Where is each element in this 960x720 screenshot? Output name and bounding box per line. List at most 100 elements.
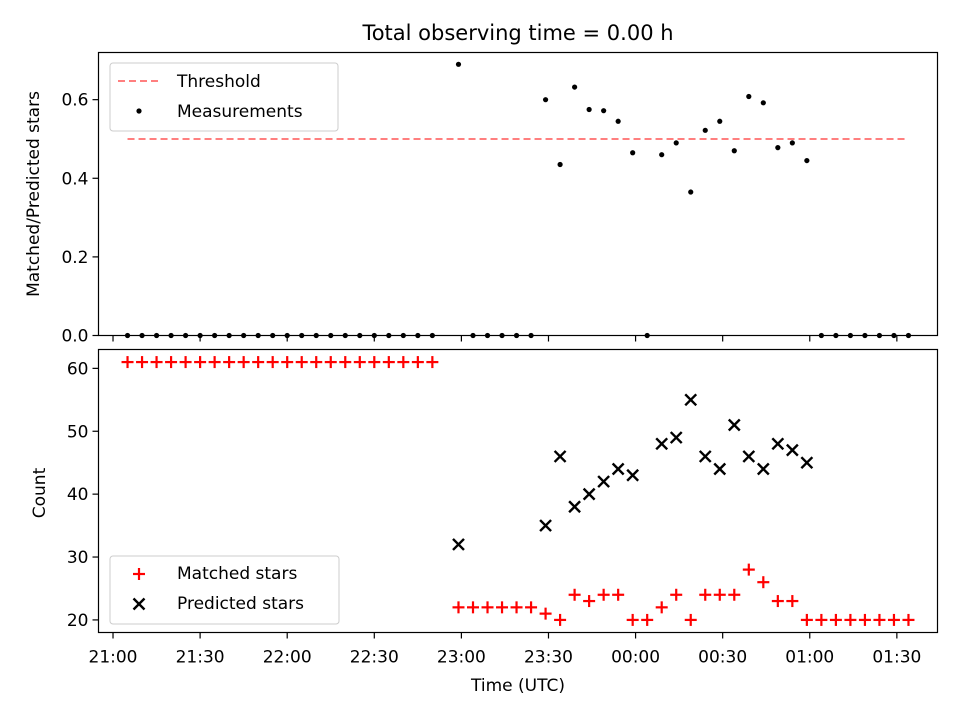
measurement-point (586, 106, 592, 113)
predicted-star-point (698, 450, 712, 463)
measurement-point (717, 118, 723, 124)
matched-star-point (324, 356, 337, 369)
measurement-point (630, 150, 636, 156)
legend-matched-marker (133, 568, 145, 580)
matched-star-point (510, 601, 523, 614)
measurement-point (659, 152, 665, 158)
predicted-star-point (626, 468, 640, 482)
matched-star-point (815, 613, 828, 626)
bottom-y-tick-label: 20 (67, 611, 89, 631)
legend-predicted-marker (132, 597, 146, 611)
matched-star-point (873, 613, 886, 626)
measurement-point (455, 61, 462, 67)
measurement-point (673, 140, 679, 146)
matched-star-point (757, 576, 770, 589)
matched-star-point (554, 613, 567, 626)
predicted-star-point (785, 443, 799, 457)
matched-star-point (728, 588, 741, 601)
matched-star-point (208, 356, 221, 369)
top-legend: Threshold Measurements (109, 62, 339, 132)
predicted-star-point (742, 450, 756, 463)
matched-star-point (452, 601, 465, 614)
bottom-x-tick-label: 01:00 (785, 648, 834, 668)
bottom-panel-marks (121, 356, 915, 626)
matched-star-point (771, 595, 784, 608)
bottom-legend: Matched stars Predicted stars (109, 555, 340, 625)
matched-star-point (525, 601, 538, 614)
bottom-x-tick-label: 23:30 (524, 648, 573, 668)
measurement-point (775, 145, 781, 151)
matched-star-point (539, 607, 552, 620)
predicted-star-point (800, 456, 814, 470)
matched-star-point (699, 588, 712, 601)
matched-star-point (670, 588, 683, 601)
matched-star-point (237, 356, 250, 369)
predicted-star-point (597, 475, 610, 488)
predicted-star-point (669, 431, 683, 444)
measurement-point (557, 161, 563, 168)
bottom-y-axis-label: Count (30, 467, 50, 518)
measurement-point (542, 97, 549, 103)
top-x-ticks (112, 335, 898, 342)
top-panel-frame (97, 51, 939, 337)
legend-predicted-swatch (132, 597, 146, 611)
measurement-point (760, 100, 766, 106)
matched-star-point (496, 601, 509, 614)
predicted-star-point (684, 393, 698, 407)
bottom-x-axis-label: Time (UTC) (470, 676, 565, 696)
measurement-point (789, 140, 795, 146)
matched-star-point (568, 588, 581, 601)
measurement-point (572, 84, 578, 90)
top-y-tick-label: 0.2 (61, 248, 88, 268)
matched-star-point (858, 613, 871, 626)
top-y-axis: 0.0 0.2 0.4 0.6 (61, 91, 99, 347)
top-y-tick-label: 0.4 (61, 169, 88, 189)
predicted-star-point (611, 462, 625, 476)
matched-star-point (266, 356, 279, 369)
top-legend-frame (109, 62, 339, 132)
bottom-x-tick-label: 00:30 (698, 648, 747, 668)
matched-star-point (368, 356, 381, 369)
matched-star-point (684, 613, 697, 626)
matched-star-point (136, 356, 149, 369)
legend-matched-label: Matched stars (177, 564, 297, 584)
matched-star-point (641, 613, 654, 626)
predicted-star-point (568, 500, 581, 514)
predicted-star-point (452, 538, 465, 551)
bottom-x-tick-label: 23:00 (437, 648, 486, 668)
predicted-star-point (756, 462, 770, 476)
matched-star-point (121, 356, 134, 369)
measurement-point (746, 93, 752, 100)
matched-star-point (179, 356, 192, 369)
matched-star-point (844, 613, 857, 626)
matched-star-point (382, 356, 395, 369)
matched-star-point (165, 356, 178, 369)
matched-star-point (786, 595, 799, 608)
predicted-star-point (539, 519, 552, 532)
legend-matched-swatch (133, 568, 145, 580)
matched-star-point (655, 601, 668, 614)
bottom-x-tick-label: 21:30 (176, 648, 225, 668)
matched-star-point (713, 588, 726, 601)
matched-star-point (397, 356, 410, 369)
matched-star-point (742, 563, 755, 576)
matched-star-point (829, 613, 842, 626)
matched-star-point (583, 595, 596, 608)
legend-predicted-label: Predicted stars (177, 594, 304, 614)
matched-star-point (481, 601, 494, 614)
matched-star-point (281, 356, 294, 369)
top-y-tick-label: 0.6 (61, 91, 88, 111)
bottom-y-tick-label: 40 (67, 485, 89, 505)
matched-star-point (252, 356, 265, 369)
predicted-star-point (553, 450, 567, 463)
measurement-point (702, 127, 708, 133)
matched-star-point (150, 356, 163, 369)
chart-title: Total observing time = 0.00 h (361, 21, 673, 45)
bottom-y-tick-label: 50 (67, 422, 89, 442)
matched-star-point (310, 356, 323, 369)
bottom-panel: 20 30 40 50 60 21:00 21:30 22:00 22:30 23:00 23:3… (30, 348, 939, 696)
bottom-x-tick-label: 22:30 (350, 648, 399, 668)
legend-threshold-label: Threshold (176, 72, 261, 92)
measurement-point (601, 108, 607, 114)
